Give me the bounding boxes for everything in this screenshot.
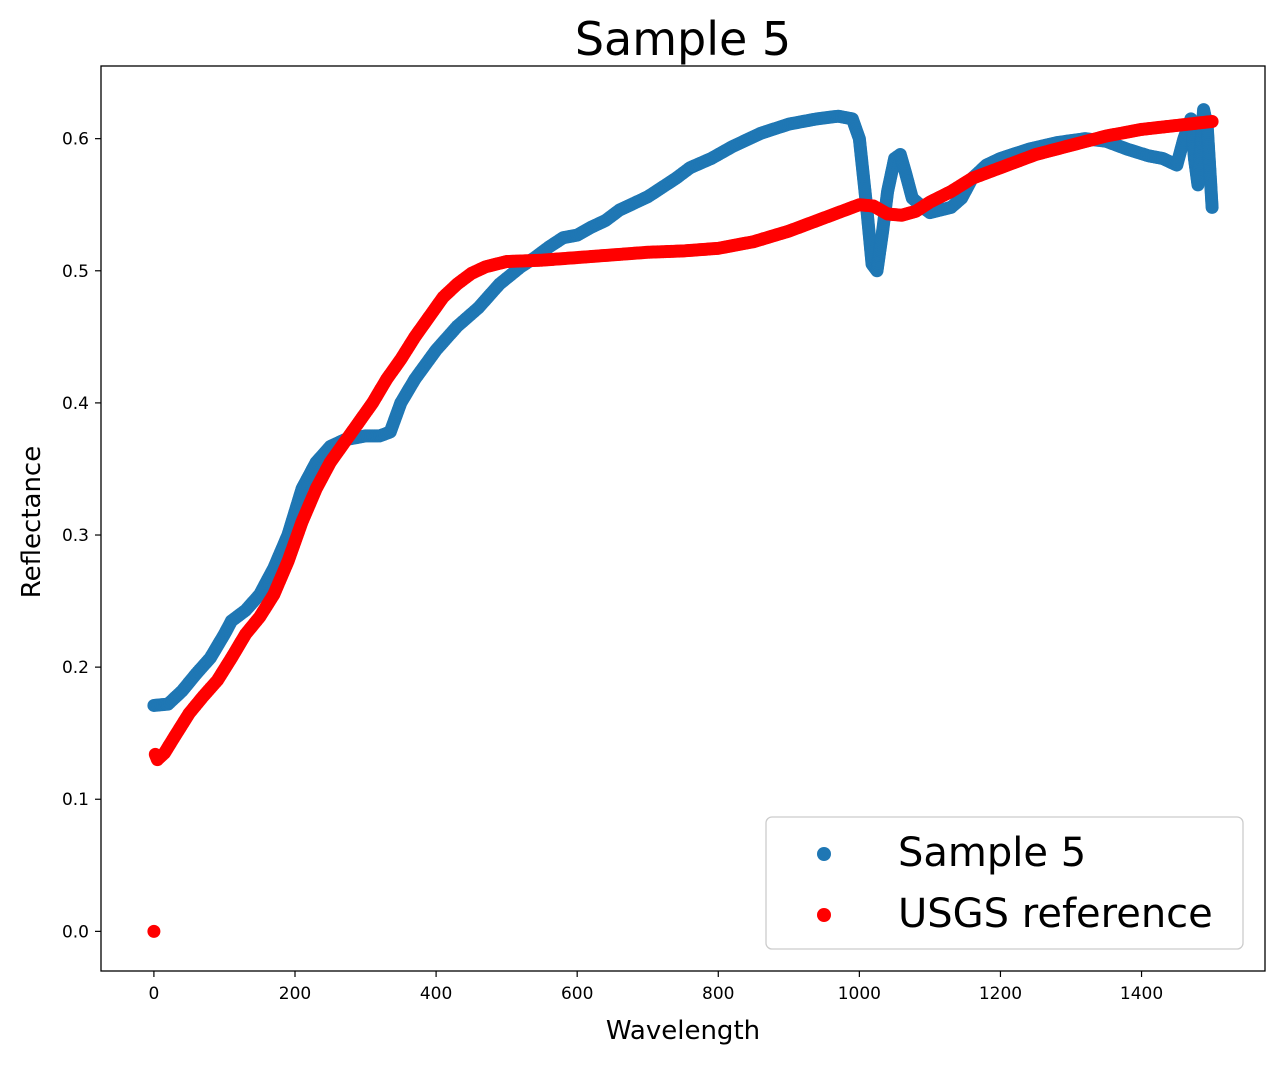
y-tick-label: 0.6: [62, 130, 89, 150]
legend-marker-sample-5: [817, 847, 831, 861]
x-tick-label: 400: [420, 984, 452, 1004]
y-axis: 0.0 0.1 0.2 0.3 0.4 0.5 0.6: [62, 130, 101, 942]
y-tick-label: 0.5: [62, 262, 89, 282]
y-tick-label: 0.3: [62, 526, 89, 546]
data-point: [1205, 200, 1219, 214]
legend-label-sample-5: Sample 5: [898, 830, 1086, 876]
plot-frame: [100, 65, 1266, 972]
x-tick-label: 1000: [838, 984, 881, 1004]
x-tick-label: 0: [148, 984, 159, 1004]
y-axis-title: Reflectance: [17, 446, 47, 598]
legend: Sample 5 USGS reference: [765, 816, 1244, 950]
y-tick-label: 0.1: [62, 790, 89, 810]
x-tick-label: 200: [279, 984, 311, 1004]
y-tick-label: 0.0: [62, 922, 89, 942]
legend-marker-usgs-reference: [817, 908, 831, 922]
chart-title: Sample 5: [575, 12, 791, 66]
legend-label-usgs-reference: USGS reference: [898, 891, 1213, 937]
x-tick-label: 1400: [1120, 984, 1163, 1004]
x-axis-title: Wavelength: [606, 1016, 760, 1046]
series-usgs-reference: [147, 114, 1219, 938]
x-tick-label: 1200: [979, 984, 1022, 1004]
y-tick-label: 0.4: [62, 394, 89, 414]
x-tick-label: 600: [561, 984, 593, 1004]
data-point: [1205, 114, 1219, 128]
legend-box: [765, 816, 1244, 950]
x-tick-label: 800: [702, 984, 734, 1004]
plot-area: [147, 103, 1219, 938]
y-tick-label: 0.2: [62, 658, 89, 678]
x-axis: 0 200 400 600 800 1000 1200 1400: [148, 971, 1163, 1004]
data-point: [147, 924, 161, 938]
